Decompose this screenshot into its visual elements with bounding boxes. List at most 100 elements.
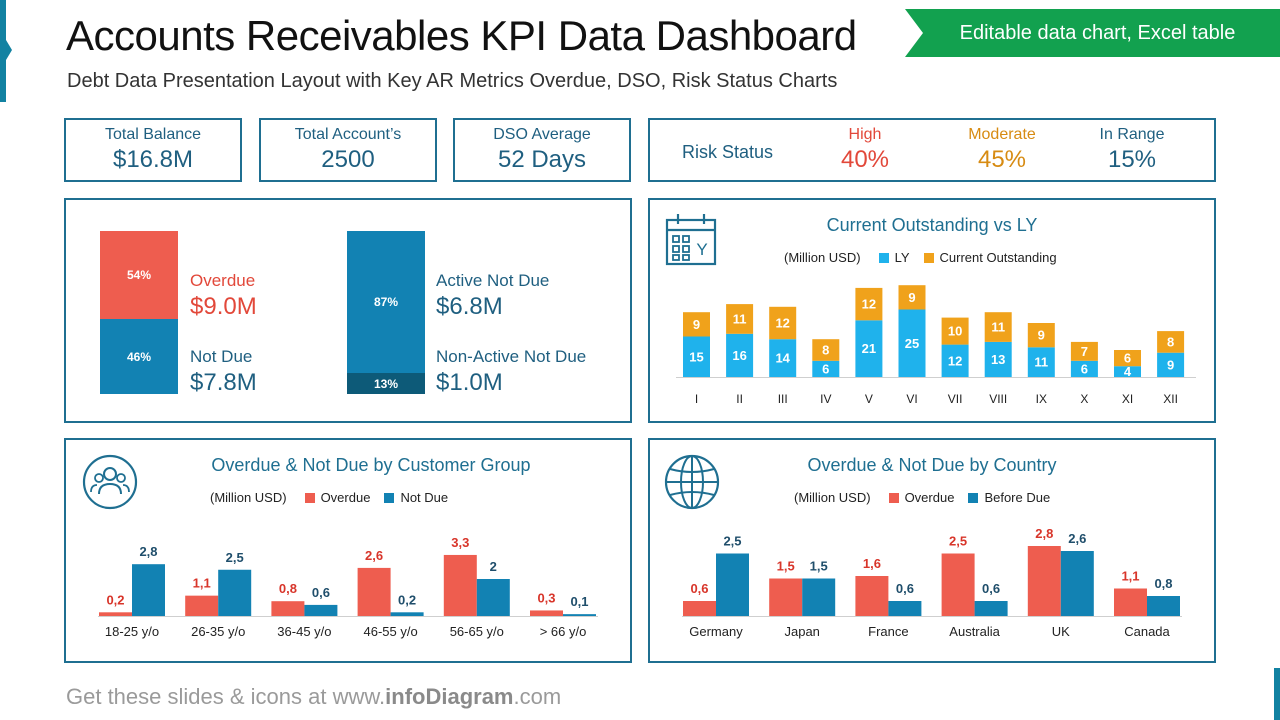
current-outstanding-bar [726,304,754,334]
notdue-bar [563,614,596,616]
risk-status-box: Risk Status High 40% Moderate 45% In Ran… [648,118,1216,182]
current-bar-label: 9 [1038,328,1045,343]
overdue-bar [271,601,305,616]
risk-in-range: In Range 15% [1077,126,1187,174]
overdue-label: Overdue [190,271,256,290]
month-tick-label: IX [1036,392,1047,406]
ly-bar [855,320,883,377]
kpi-value: 2500 [321,146,375,173]
footer-credit[interactable]: Get these slides & icons at www.infoDiag… [66,684,561,710]
category-tick-label: 36-45 y/o [277,624,331,639]
page-subtitle: Debt Data Presentation Layout with Key A… [67,70,838,92]
bar-data-label: 2 [490,559,497,574]
kpi-value: $16.8M [112,146,194,173]
overdue-bar [769,578,803,616]
category-tick-label: Japan [784,624,819,639]
ly-bar-label: 12 [948,353,962,368]
notdue-bar [802,578,836,616]
risk-status-title: Risk Status [682,142,774,162]
current-outstanding-bar [984,312,1012,342]
ly-bar-label: 4 [1124,364,1132,379]
risk-in-range-label: In Range [1099,126,1165,143]
right-accent-bar [1274,668,1280,720]
bar-data-label: 3,3 [451,535,469,550]
active-not-due-label: Active Not Due [436,271,550,290]
month-tick-label: VIII [989,392,1007,406]
overdue-value: $9.0M [190,293,257,320]
ly-bar-label: 6 [822,361,829,376]
overdue-bar [185,595,219,616]
calendar-icon: Y [665,214,717,266]
notdue-bar [476,579,510,616]
customer-group-chart-title: Overdue & Not Due by Customer Group [211,455,531,475]
category-tick-label: France [868,624,908,639]
overdue-segment: 54% [100,231,178,319]
not-due-value: $7.8M [190,369,257,396]
notdue-bar [1147,596,1180,616]
editable-banner[interactable]: Editable data chart, Excel table [905,9,1280,57]
customer-group-chart: 0,2 2,8 18-25 y/o 1,1 2,5 26-35 y/o 0,8 0,6 36-4… [98,535,598,639]
category-tick-label: Canada [1124,624,1170,639]
bar-data-label: 0,2 [106,592,124,607]
notdue-bar [304,604,338,616]
current-outstanding-bar [1027,323,1055,348]
outstanding-chart: 15 9 I 16 11 II 14 12 III 6 8 IV 21 12 V 25 9 VI 12 10 VII 13… [676,285,1196,406]
kpi-label: DSO Average [493,126,591,143]
bar-data-label: 1,1 [193,576,211,591]
month-tick-label: XI [1122,392,1133,406]
current-bar-label: 11 [991,320,1005,335]
footer-suffix: .com [513,684,562,709]
month-tick-label: III [778,392,788,406]
ly-bar-label: 11 [1034,355,1048,370]
category-tick-label: 18-25 y/o [105,624,159,639]
ly-bar-label: 25 [905,336,919,351]
bar-data-label: 0,6 [896,581,914,596]
bar-data-label: 0,6 [690,581,708,596]
customer-group-chart-box: Overdue & Not Due by Customer Group (Mil… [64,438,632,663]
ly-bar [1027,347,1055,377]
active-not-due-segment: 87% [347,231,425,373]
bar-data-label: 2,8 [139,544,157,559]
risk-in-range-value: 15% [1107,146,1157,173]
month-tick-label: V [865,392,873,406]
footer-brand: infoDiagram [385,684,514,709]
bar-data-label: 2,5 [723,534,741,549]
ly-bar-label: 13 [991,352,1005,367]
current-bar-label: 11 [733,311,747,326]
risk-moderate-label: Moderate [968,126,1036,143]
legend-overdue: Overdue [320,490,371,505]
ly-bar [769,339,797,377]
overdue-bar [99,612,132,616]
bar-data-label: 2,8 [1035,526,1053,541]
kpi-label: Total Account’s [294,126,402,143]
legend-overdue-country: Overdue [904,490,955,505]
month-tick-label: VII [948,392,963,406]
legend-not-due: Not Due [400,490,449,505]
notdue-bar [974,601,1008,616]
overdue-bar [855,576,889,616]
month-tick-label: VI [906,392,917,406]
current-bar-label: 10 [948,324,962,339]
current-outstanding-bar [1070,341,1098,361]
country-chart-box: Overdue & Not Due by Country (Million US… [648,438,1216,663]
current-outstanding-bar [769,306,797,340]
current-outstanding-bar [1157,331,1185,353]
notdue-bar [1060,551,1094,616]
category-tick-label: Germany [689,624,743,639]
current-bar-label: 9 [693,317,700,332]
country-legend: (Million USD) Overdue Before Due [794,490,1050,505]
not-due-label: Not Due [190,347,253,366]
risk-high-label: High [848,126,882,143]
bar-data-label: 2,6 [1068,531,1086,546]
country-chart-title: Overdue & Not Due by Country [807,455,1057,475]
not-due-segment: 46% [100,319,178,394]
category-tick-label: 26-35 y/o [191,624,245,639]
month-tick-label: IV [820,392,831,406]
notdue-bar [888,601,922,616]
current-bar-label: 12 [862,297,876,312]
bar-data-label: 2,6 [365,548,383,563]
current-bar-label: 9 [908,290,915,305]
left-accent-tip [6,40,12,60]
non-active-not-due-label: Non-Active Not Due [436,347,587,366]
current-outstanding-bar [855,287,883,321]
